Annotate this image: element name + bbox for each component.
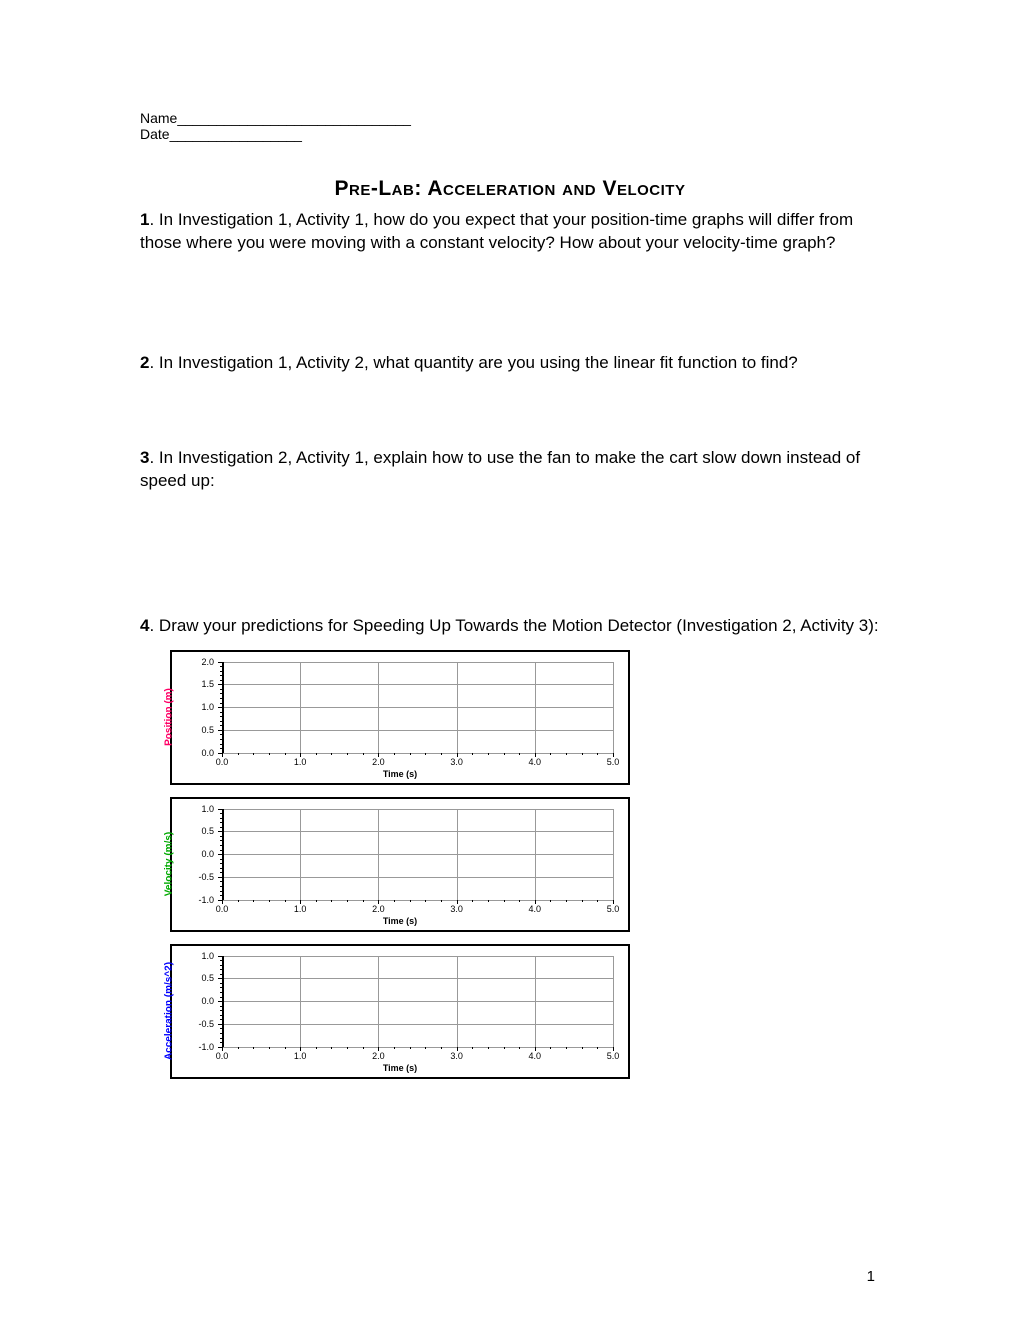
- question-1-text: . In Investigation 1, Activity 1, how do…: [140, 210, 853, 252]
- position-graph: Position (m) 0.00.51.01.52.00.01.02.03.0…: [170, 650, 630, 785]
- question-3: 3. In Investigation 2, Activity 1, expla…: [140, 447, 880, 493]
- acceleration-plot-area: -1.0-0.50.00.51.00.01.02.03.04.05.0: [222, 956, 613, 1047]
- velocity-xlabel: Time (s): [383, 916, 417, 926]
- velocity-graph: Velocity (m/s) -1.0-0.50.00.51.00.01.02.…: [170, 797, 630, 932]
- velocity-ylabel: Velocity (m/s): [164, 832, 175, 896]
- position-ylabel: Position (m): [164, 688, 175, 746]
- velocity-plot-area: -1.0-0.50.00.51.00.01.02.03.04.05.0: [222, 809, 613, 900]
- acceleration-xlabel: Time (s): [383, 1063, 417, 1073]
- acceleration-graph: Acceleration (m/s^2) -1.0-0.50.00.51.00.…: [170, 944, 630, 1079]
- position-plot-area: 0.00.51.01.52.00.01.02.03.04.05.0: [222, 662, 613, 753]
- page-number: 1: [867, 1268, 875, 1285]
- question-3-text: . In Investigation 2, Activity 1, explai…: [140, 448, 860, 490]
- question-1: 1. In Investigation 1, Activity 1, how d…: [140, 209, 880, 255]
- acceleration-ylabel: Acceleration (m/s^2): [164, 962, 175, 1060]
- name-field-label: Name______________________________: [140, 110, 411, 126]
- question-4-text: . Draw your predictions for Speeding Up …: [149, 616, 878, 635]
- position-xlabel: Time (s): [383, 769, 417, 779]
- question-2-text: . In Investigation 1, Activity 2, what q…: [149, 353, 797, 372]
- page-title: Pre-Lab: Acceleration and Velocity: [140, 177, 880, 201]
- question-2: 2. In Investigation 1, Activity 2, what …: [140, 352, 880, 375]
- date-field-label: Date_________________: [140, 126, 302, 142]
- header-row: Name______________________________ Date_…: [140, 110, 880, 142]
- question-4: 4. Draw your predictions for Speeding Up…: [140, 615, 880, 638]
